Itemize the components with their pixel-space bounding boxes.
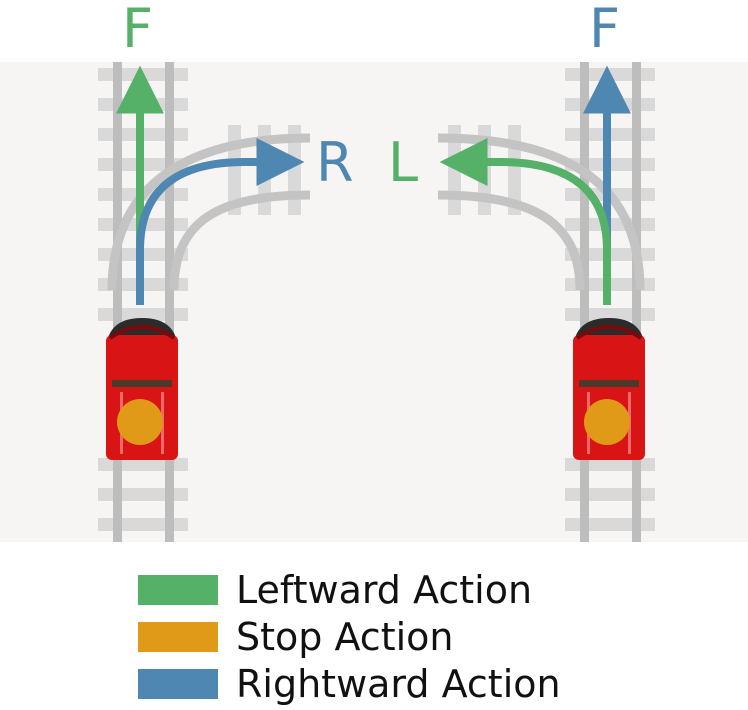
left-stop-marker: [117, 399, 163, 445]
legend-swatch-rightward: [138, 668, 218, 699]
left-train: [106, 318, 178, 460]
right-train: [573, 318, 645, 460]
legend-item-rightward: Rightward Action: [138, 660, 561, 707]
right-leftward-arrow: [439, 138, 611, 305]
left-forward-label: F: [122, 0, 154, 60]
legend-swatch-leftward: [138, 574, 218, 605]
left-rightward-arrow: [136, 138, 305, 305]
right-turn-label: L: [388, 131, 419, 194]
right-stop-marker: [584, 399, 630, 445]
right-forward-label: F: [589, 0, 621, 60]
legend-label-stop: Stop Action: [236, 614, 454, 659]
legend-label-rightward: Rightward Action: [236, 661, 561, 706]
legend-item-stop: Stop Action: [138, 613, 561, 660]
left-turn-label: R: [316, 131, 354, 194]
legend-item-leftward: Leftward Action: [138, 566, 561, 613]
legend: Leftward Action Stop Action Rightward Ac…: [138, 566, 561, 707]
legend-swatch-stop: [138, 621, 218, 652]
legend-label-leftward: Leftward Action: [236, 567, 533, 612]
